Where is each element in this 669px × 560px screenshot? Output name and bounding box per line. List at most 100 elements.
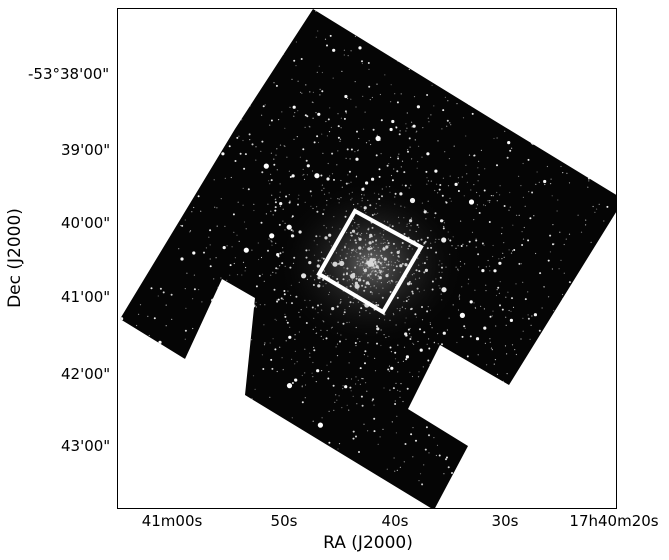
star bbox=[562, 172, 564, 174]
star bbox=[511, 35, 513, 38]
star bbox=[531, 489, 533, 491]
star bbox=[391, 421, 393, 423]
star bbox=[298, 331, 300, 333]
star bbox=[282, 208, 284, 210]
star bbox=[444, 151, 446, 153]
star bbox=[406, 112, 408, 114]
star bbox=[609, 75, 612, 78]
star bbox=[347, 55, 349, 57]
star bbox=[417, 389, 420, 392]
star bbox=[594, 24, 597, 27]
star bbox=[329, 107, 331, 109]
star bbox=[239, 370, 245, 376]
star bbox=[419, 473, 422, 475]
star bbox=[145, 470, 149, 474]
star bbox=[287, 479, 289, 481]
star bbox=[393, 457, 395, 459]
star bbox=[275, 154, 277, 156]
star bbox=[544, 411, 547, 414]
star bbox=[343, 117, 346, 120]
star bbox=[474, 405, 477, 408]
star bbox=[550, 139, 553, 142]
star bbox=[128, 85, 130, 87]
star bbox=[577, 214, 579, 216]
star bbox=[178, 82, 180, 84]
star bbox=[120, 411, 121, 413]
star bbox=[447, 185, 450, 187]
star bbox=[236, 467, 238, 469]
star bbox=[193, 274, 195, 276]
star bbox=[337, 113, 339, 115]
star bbox=[572, 104, 574, 106]
star bbox=[549, 93, 553, 97]
star bbox=[573, 442, 576, 445]
star bbox=[148, 223, 150, 225]
star bbox=[323, 187, 325, 189]
star bbox=[177, 357, 179, 360]
star bbox=[547, 259, 550, 262]
star bbox=[362, 378, 364, 380]
star bbox=[291, 382, 294, 384]
star bbox=[529, 338, 531, 340]
star bbox=[255, 498, 257, 500]
star bbox=[181, 109, 185, 114]
star bbox=[337, 136, 340, 139]
star bbox=[366, 390, 368, 392]
star bbox=[300, 433, 303, 435]
star bbox=[480, 502, 482, 504]
star bbox=[511, 46, 513, 48]
star bbox=[328, 371, 330, 373]
star bbox=[342, 385, 344, 387]
star bbox=[531, 191, 534, 194]
star bbox=[309, 356, 311, 358]
star bbox=[489, 338, 491, 340]
star bbox=[122, 179, 125, 181]
star bbox=[606, 436, 608, 438]
star bbox=[255, 482, 257, 484]
star bbox=[416, 105, 420, 109]
star bbox=[278, 504, 280, 506]
star bbox=[451, 389, 455, 394]
star bbox=[464, 327, 466, 329]
star bbox=[478, 266, 480, 268]
star bbox=[511, 29, 513, 31]
star bbox=[453, 428, 455, 430]
star bbox=[399, 466, 401, 468]
star bbox=[608, 173, 612, 177]
star bbox=[233, 262, 235, 265]
star bbox=[509, 149, 512, 152]
star bbox=[178, 41, 180, 44]
star bbox=[311, 170, 314, 172]
star bbox=[250, 448, 253, 451]
star bbox=[312, 469, 314, 471]
star bbox=[462, 394, 464, 396]
star bbox=[133, 448, 136, 451]
star bbox=[442, 331, 446, 335]
star bbox=[583, 459, 585, 461]
star bbox=[118, 115, 119, 116]
star bbox=[585, 175, 587, 177]
star bbox=[346, 377, 348, 380]
star bbox=[208, 236, 210, 238]
star bbox=[232, 346, 234, 348]
star bbox=[368, 85, 371, 88]
y-tick-label: 43'00" bbox=[61, 437, 111, 455]
star bbox=[516, 381, 518, 384]
star bbox=[120, 337, 121, 339]
star bbox=[373, 404, 375, 406]
star bbox=[356, 403, 358, 405]
star bbox=[321, 417, 323, 419]
star bbox=[480, 305, 482, 307]
star bbox=[439, 376, 441, 378]
star bbox=[285, 195, 288, 198]
star bbox=[304, 372, 306, 374]
star bbox=[428, 338, 430, 340]
star bbox=[236, 274, 239, 276]
star bbox=[210, 152, 214, 156]
star bbox=[333, 409, 335, 411]
star bbox=[173, 15, 175, 18]
star bbox=[593, 493, 596, 496]
star bbox=[418, 145, 420, 147]
star bbox=[612, 251, 614, 253]
star bbox=[529, 393, 531, 395]
